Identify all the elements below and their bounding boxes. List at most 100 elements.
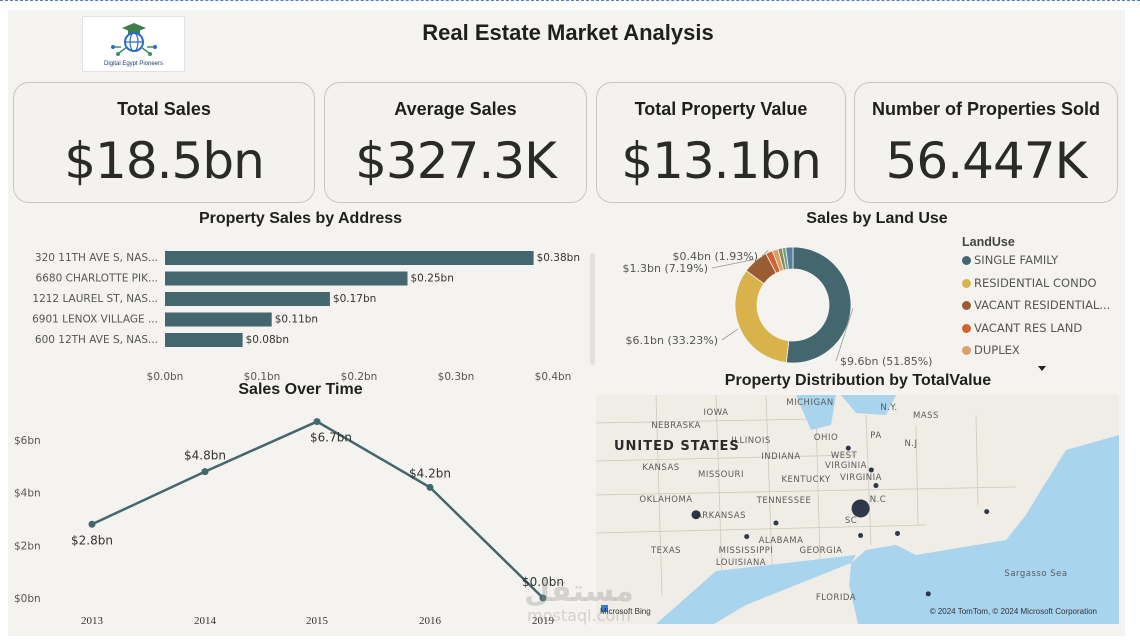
y-tick-label: $4bn [14,488,41,500]
map-point[interactable] [894,530,900,536]
bar-data-label: $0.08bn [246,334,289,346]
leader-line [761,250,769,257]
map-region-label: MASS [913,411,939,421]
map-region-label: PA [870,431,881,441]
bar-chart-scrollbar[interactable] [590,253,595,365]
legend-item[interactable]: VACANT RES LAND [962,321,1082,337]
map-region-label: SC [845,516,857,526]
sales-over-time-line-chart[interactable]: $0bn $2bn $4bn $6bn $2.8bn 2013 $4.8bn 2014 $6.7… [8,402,593,632]
map-region-label: ALABAMA [759,536,804,546]
bar[interactable] [165,251,534,265]
property-sales-bar-chart[interactable]: 320 11TH AVE S, NAS... $0.38bn 6680 CHARLO… [8,235,583,385]
y-tick-label: $2bn [14,540,41,552]
map-point[interactable] [868,467,874,473]
map-region-label: VIRGINIA [840,473,882,483]
legend-item[interactable]: SINGLE FAMILY [962,253,1058,269]
bar[interactable] [165,271,408,286]
slice-data-label: $9.6bn (51.85%) [840,355,932,368]
bar-chart-title: Property Sales by Address [198,210,403,227]
page-title: Real Estate Market Analysis [422,20,714,45]
y-tick-label: $6bn [14,435,41,447]
map-region-label: N.Y. [880,403,897,413]
kpi-card-total-sales[interactable]: Total Sales $18.5bn [13,82,315,203]
map-point[interactable] [845,445,851,451]
line-point[interactable] [88,520,96,528]
map-point[interactable] [873,483,879,489]
kpi-card-number-of-properties-sold[interactable]: Number of Properties Sold 56.447K [854,82,1118,203]
map-point[interactable] [984,509,990,515]
kpi-label: Total Property Value [634,99,808,119]
leader-line [711,259,754,269]
line-point[interactable] [313,418,321,426]
map-region-label: INDIANA [761,452,800,462]
line-point[interactable] [201,468,209,476]
legend-swatch [962,256,971,265]
map-point[interactable] [851,499,870,518]
map-point[interactable] [925,591,931,597]
line-data-label: $4.2bn [409,466,451,480]
bar[interactable] [165,312,272,327]
legend-item[interactable]: VACANT RESIDENTIAL... [962,298,1110,314]
sales-line[interactable] [91,420,544,599]
map-region-label: WEST [831,451,858,461]
bar-data-label: $0.17bn [333,293,376,305]
bar-data-label: $0.38bn [537,252,580,264]
kpi-value: $327.3K [355,132,557,190]
legend-swatch [962,323,971,333]
map-region-label: TEXAS [650,546,681,556]
map-region-label: OKLAHOMA [639,495,692,505]
line-point[interactable] [539,594,547,602]
x-tick-label: $0.2bn [341,371,378,383]
x-tick-label: 2016 [419,615,442,627]
map-region-label: N.J [904,439,917,449]
donut-slice[interactable] [785,246,852,364]
legend-swatch [962,301,971,310]
kpi-card-total-property-value[interactable]: Total Property Value $13.1bn [596,82,846,203]
legend-swatch [962,346,971,355]
x-tick-label: $0.0bn [147,371,184,383]
donut-chart-title: Sales by Land Use [806,210,948,227]
property-distribution-map[interactable]: IOWA NEBRASKA MICHIGAN MASS N.Y. ILLINOIS OHIO… [596,395,1119,624]
legend-item[interactable]: DUPLEX [962,343,1020,359]
map-region-label: MISSOURI [698,470,744,480]
slice-data-label: $6.1bn (33.23%) [626,334,718,347]
map-region-label: MISSISSIPPI [719,546,774,556]
bar[interactable] [165,292,330,306]
leader-line [721,328,739,341]
florida-peninsula [826,571,858,624]
map-point[interactable] [773,520,779,526]
legend-more-caret[interactable] [1038,366,1046,371]
bar[interactable] [165,333,243,347]
map-region-label: NEBRASKA [651,421,701,431]
map-region-label: TENNESSEE [756,496,812,506]
map-region-label: KENTUCKY [781,475,830,485]
legend-item[interactable]: RESIDENTIAL CONDO [962,276,1097,292]
kpi-value: $13.1bn [621,132,822,190]
kpi-label: Total Sales [117,99,211,119]
legend-label: VACANT RES LAND [974,320,1083,335]
map-point[interactable] [858,533,864,539]
sales-by-land-use-donut[interactable]: $9.6bn (51.85%) $6.1bn (33.23%) $1.3bn (7.… [598,235,958,385]
donut-slice[interactable] [734,270,790,364]
line-chart-title: Sales Over Time [238,381,363,398]
state-borders [596,395,1017,596]
map-region-label: IOWA [704,408,729,418]
selection-guide-line [0,0,1140,2]
map-region-label: FLORIDA [816,593,856,603]
line-point[interactable] [426,483,434,491]
bing-logo-icon [601,605,608,612]
map-country-label: UNITED STATES [614,439,740,454]
x-tick-label: 2019 [532,615,555,627]
bar-category-label: 600 12TH AVE S, NAS... [35,334,158,346]
legend-label: SINGLE FAMILY [974,253,1059,267]
watermark-arabic: مستقل [524,574,634,609]
x-tick-label: 2015 [306,615,329,627]
map-point[interactable] [691,510,701,520]
kpi-card-average-sales[interactable]: Average Sales $327.3K [324,82,587,203]
map-region-label: MICHIGAN [786,398,833,408]
donut-slice[interactable] [785,246,794,270]
legend-title: LandUse [962,235,1015,249]
map-point[interactable] [744,534,750,540]
leader-line [835,308,854,362]
